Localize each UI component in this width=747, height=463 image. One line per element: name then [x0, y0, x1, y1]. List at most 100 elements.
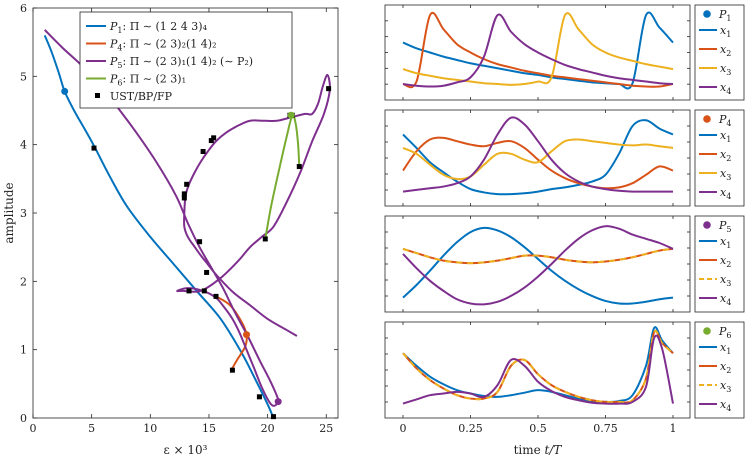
bifurcation-point [181, 191, 187, 197]
x-tick-label: 10 [143, 422, 157, 435]
ts-legend-title: P6 [718, 325, 732, 340]
x-tick-label: 15 [202, 422, 216, 435]
y-tick-label: 4 [20, 139, 27, 152]
bifurcation-point [181, 195, 187, 201]
ts-legend-label: x3 [720, 62, 731, 77]
ts-legend-marker [703, 327, 711, 335]
ts-legend-label: x4 [720, 186, 731, 201]
series-p6-x4 [402, 334, 674, 405]
y-tick-label: 2 [20, 275, 27, 288]
ts-legend-box [694, 321, 745, 419]
series-p1-x4 [402, 13, 674, 88]
ts-legend-label: x1 [720, 24, 731, 39]
bifurcation-point [204, 269, 210, 275]
ts-x-tick-label: 0.5 [529, 422, 547, 435]
series-p5-x4 [402, 225, 674, 306]
bifurcation-point [201, 288, 207, 294]
marker-p1 [61, 87, 69, 95]
ts-legend-label: x2 [720, 360, 731, 375]
ts-x-tick-label: 0.75 [593, 422, 618, 435]
series-p4-x3 [402, 138, 674, 181]
series-p5-x3 [402, 247, 674, 265]
ts-legend-label: x4 [720, 398, 731, 413]
ts-x-axis-label: time t/T [514, 443, 563, 457]
ts-legend-label: x2 [720, 254, 731, 269]
y-tick-label: 6 [20, 2, 27, 15]
y-tick-label: 5 [20, 70, 27, 83]
legend-label: P1: Π ∼ (1 2 4 3)₄ [109, 20, 208, 35]
ts-legend-label: x1 [720, 129, 731, 144]
marker-p4 [243, 331, 250, 339]
series-p6 [264, 114, 301, 240]
ts-legend-label: x3 [720, 167, 731, 182]
x-tick-label: 5 [88, 422, 95, 435]
ts-x-tick-label: 0 [400, 422, 407, 435]
y-axis-label: amplitude [2, 182, 16, 243]
bifurcation-point [184, 181, 190, 187]
timeseries-panels: P1x1x2x3x4P4x1x2x3x4P5x1x2x3x4P6x1x2x3x4… [384, 4, 745, 457]
y-tick-label: 1 [20, 344, 27, 357]
legend-label: P5: Π ∼ (2 3)₁(1 4)₂ (∼ P₂) [109, 55, 253, 70]
bifurcation-point [213, 293, 219, 299]
ts-legend-box [694, 4, 745, 101]
ts-legend-label: x2 [720, 148, 731, 163]
ts-legend-box [694, 109, 745, 207]
bifurcation-point [262, 236, 268, 242]
bifurcation-point [256, 394, 262, 400]
legend-label: UST/BP/FP [110, 90, 173, 103]
bifurcation-point [197, 239, 203, 245]
ts-legend-box [694, 215, 745, 313]
ts-legend-marker [703, 10, 711, 18]
series-p4-x1 [402, 119, 674, 196]
y-tick-label: 0 [20, 412, 27, 425]
ts-legend-label: x4 [720, 81, 731, 96]
bifurcation-point [296, 164, 302, 170]
x-tick-label: 25 [319, 422, 333, 435]
x-tick-label: 0 [30, 422, 37, 435]
bifurcation-point [326, 86, 332, 92]
ts-legend-label: x3 [720, 273, 731, 288]
ts-frame [384, 215, 691, 313]
series-p1 [43, 34, 275, 419]
ts-legend-title: P1 [718, 8, 732, 23]
bifurcation-point [229, 367, 235, 373]
ts-x-tick-label: 1 [670, 422, 677, 435]
marker-p6 [287, 111, 295, 119]
series-p4-x2 [402, 136, 674, 190]
series-p4-x4 [402, 116, 673, 193]
ts-x-tick-label: 0.25 [458, 422, 483, 435]
ts-legend-label: x1 [720, 235, 731, 250]
ts-legend-label: x1 [720, 341, 731, 356]
bifurcation-point [91, 145, 97, 151]
ts-frame [384, 321, 691, 419]
ts-legend-label: x3 [720, 379, 731, 394]
series-p5 [44, 29, 331, 407]
ts-legend-title: P4 [718, 113, 732, 128]
bifurcation-point [211, 135, 217, 141]
legend-label: P6: Π ∼ (2 3)₁ [109, 73, 186, 88]
series-p5-x1 [402, 226, 674, 305]
bifurcation-point [270, 414, 276, 420]
bifurcation-point [200, 149, 206, 154]
bifurcation-point [208, 138, 214, 144]
series-p1-x3 [402, 12, 674, 86]
ts-legend-title: P5 [718, 219, 732, 234]
ts-legend-label: x2 [720, 43, 731, 58]
marker-p5 [274, 398, 282, 406]
series-p1-x1 [402, 11, 674, 90]
series-p6-x1 [402, 326, 674, 403]
ts-legend-marker [703, 115, 711, 123]
x-axis-label: ε × 10³ [164, 443, 208, 457]
legend-label: P4: Π ∼ (2 3)₂(1 4)₂ [109, 38, 216, 53]
bifurcation-panel: 0 5 10 15 20 25 0 1 2 3 4 5 6 ε × 10³ amplitude P1: Π ∼… [2, 2, 339, 457]
series-p1-x2 [402, 11, 674, 89]
y-tick-label: 3 [20, 207, 27, 220]
legend-box [79, 11, 293, 109]
x-tick-label: 20 [261, 422, 275, 435]
legend-marker [95, 93, 100, 98]
bifurcation-point [186, 288, 192, 294]
series-p6-x3 [402, 329, 674, 404]
ts-legend-label: x4 [720, 292, 731, 307]
ts-legend-marker [703, 221, 711, 229]
